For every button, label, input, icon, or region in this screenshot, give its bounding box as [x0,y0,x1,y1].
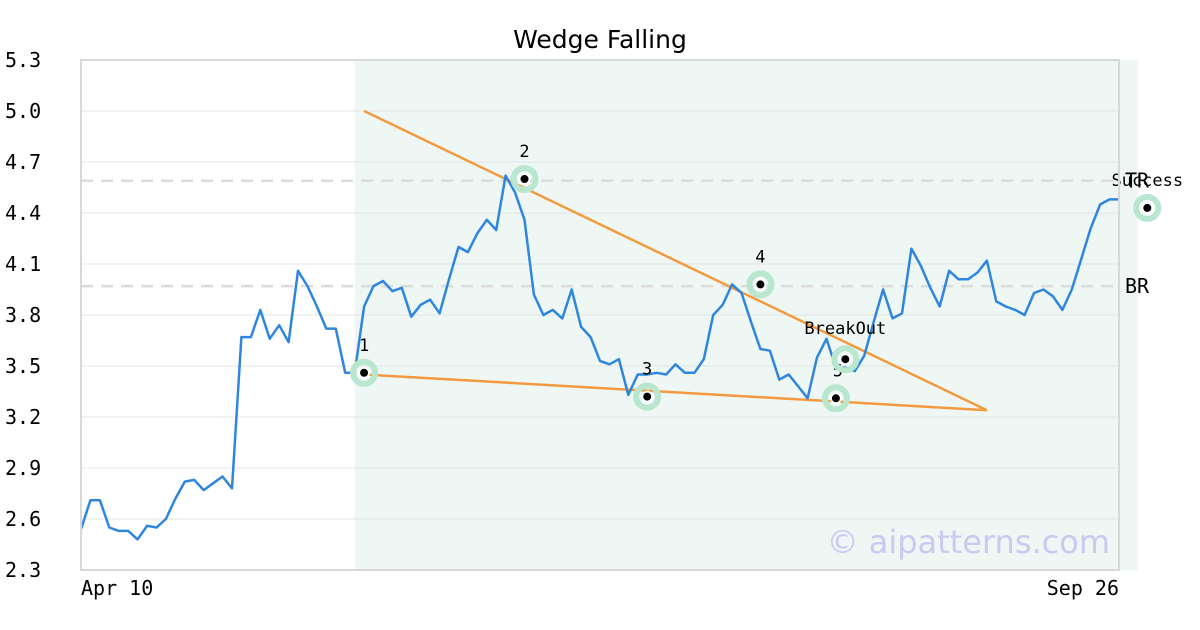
y-tick-label: 4.7 [5,150,41,174]
chart-title: Wedge Falling [513,25,687,54]
pivot-halo-2 [510,165,539,193]
level-label-tr: TR [1125,169,1150,193]
y-tick-label: 2.3 [5,558,41,582]
pivot-label-1: 1 [359,336,369,356]
pivot-label-3: 3 [642,360,652,380]
y-tick-label: 2.6 [5,507,41,531]
watermark-text: © aipatterns.com [827,523,1110,561]
x-tick-label-start: Apr 10 [81,576,153,600]
trendline-1 [363,109,988,412]
plot-frame [80,59,1120,571]
y-tick-label: 4.1 [5,252,41,276]
pivot-halo-5 [821,384,850,413]
pivot-label-4: 4 [755,247,765,267]
pivot-halo-success [1133,193,1162,222]
trendline-2 [364,373,987,412]
y-tick-label: 3.8 [5,303,41,327]
pivot-marker-5 [829,392,842,405]
pivot-label-5: 5 [833,361,843,381]
pivot-marker-2 [518,173,531,185]
level-label-br: BR [1125,274,1150,298]
y-tick-label: 3.2 [5,405,41,429]
pivot-marker-4 [754,278,767,291]
pivot-marker-success [1141,201,1154,214]
pivot-marker-breakout [839,353,852,366]
y-tick-label: 3.5 [5,354,41,378]
x-tick-label-end: Sep 26 [1047,576,1119,600]
pivot-halo-3 [633,382,662,411]
pivot-label-breakout: BreakOut [804,319,886,339]
pivot-halo-1 [350,358,379,387]
pivot-label-success: Success [1111,171,1183,191]
pivot-label-2: 2 [519,142,529,162]
y-tick-label: 4.4 [5,201,41,225]
pivot-halo-4 [746,270,775,299]
y-tick-label: 2.9 [5,456,41,480]
y-tick-label: 5.0 [5,99,41,123]
price-line [79,174,1119,541]
pivot-halo-breakout [831,345,860,374]
y-tick-label: 5.3 [5,48,41,72]
pivot-marker-3 [641,390,654,403]
pivot-marker-1 [358,366,371,379]
